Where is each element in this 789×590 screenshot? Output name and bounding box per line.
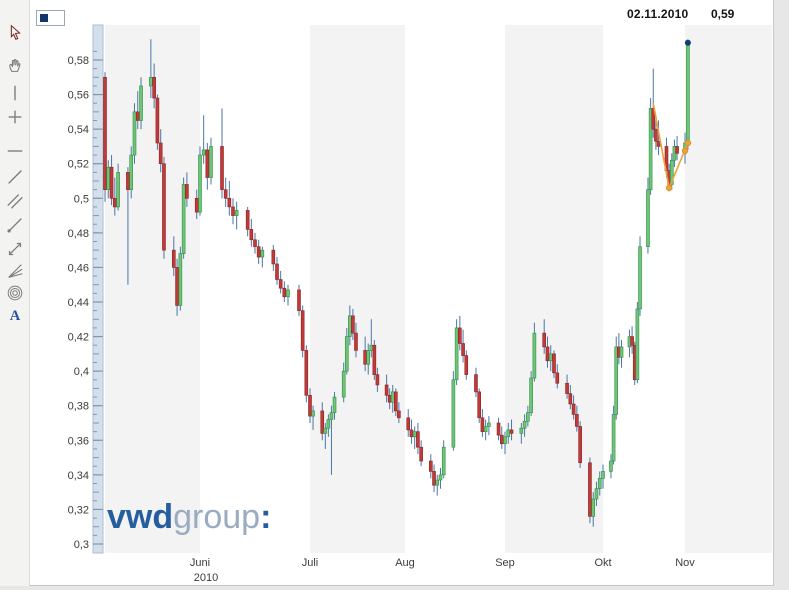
chart-panel: 0,58 0,56 0,54 0,52 0,5 0,48 0,46 0,44 0,42 0,4 0,…: [0, 0, 774, 586]
svg-text:0,44: 0,44: [68, 297, 89, 309]
svg-text:Okt: Okt: [594, 557, 611, 569]
month-bands: [105, 25, 772, 553]
text-tool-icon: A: [10, 308, 21, 324]
candlestick-series: [103, 39, 690, 527]
svg-text:0,58: 0,58: [68, 55, 89, 67]
y-axis-ruler: [92, 24, 104, 554]
pointer-icon: [10, 24, 21, 41]
x-axis-labels: Juni 2010 Juli Aug Sep Okt Nov: [190, 557, 695, 584]
text-tool-glyph: A: [10, 308, 21, 324]
svg-text:0,34: 0,34: [68, 470, 89, 482]
tool-ray-line-button[interactable]: [4, 214, 26, 236]
svg-text:2010: 2010: [194, 572, 218, 584]
vwd-group-watermark: vwdgroup:: [107, 498, 271, 536]
tool-vertical-line-button[interactable]: [4, 82, 26, 104]
svg-text:Juli: Juli: [302, 557, 319, 569]
fan-lines-icon: [8, 264, 23, 278]
y-axis-labels: 0,58 0,56 0,54 0,52 0,5 0,48 0,46 0,44 0,42 0,4 0,…: [68, 55, 103, 551]
price-chart-canvas[interactable]: 0,58 0,56 0,54 0,52 0,5 0,48 0,46 0,44 0,42 0,4 0,…: [0, 0, 774, 586]
last-price-marker: [684, 39, 691, 46]
expand-arrows-icon: [8, 242, 22, 256]
svg-text:0,42: 0,42: [68, 332, 89, 344]
hand-icon: [9, 59, 21, 72]
svg-text:0,38: 0,38: [68, 401, 89, 413]
tool-trend-line-button[interactable]: [4, 166, 26, 188]
last-date-label: 02.11.2010: [627, 7, 689, 21]
last-price-label: 0,59: [711, 7, 735, 21]
svg-text:0,56: 0,56: [68, 90, 89, 102]
series-legend-chip[interactable]: [36, 10, 65, 26]
arcs-icon: [7, 285, 23, 301]
parallel-lines-icon: [7, 194, 23, 209]
tool-parallel-lines-button[interactable]: [4, 190, 26, 212]
svg-text:vwdgroup:: vwdgroup:: [107, 498, 271, 536]
svg-text:0,4: 0,4: [74, 366, 89, 378]
ray-line-icon: [7, 218, 22, 233]
crosshair-icon: [8, 110, 22, 124]
tool-expand-arrows-button[interactable]: [4, 238, 26, 260]
svg-text:0,46: 0,46: [68, 262, 89, 274]
svg-text:Juni: Juni: [190, 557, 210, 569]
svg-text:0,3: 0,3: [74, 539, 89, 551]
trend-line-icon: [8, 170, 22, 184]
trend-line-drawing[interactable]: [652, 103, 692, 192]
series-color-swatch: [40, 14, 48, 22]
horizontal-line-icon: [7, 150, 23, 152]
svg-text:0,36: 0,36: [68, 435, 89, 447]
tool-pointer-button[interactable]: [4, 22, 26, 44]
svg-text:Nov: Nov: [675, 557, 695, 569]
svg-text:Aug: Aug: [395, 557, 415, 569]
vertical-line-icon: [14, 85, 16, 101]
drawing-toolbar: A: [0, 0, 30, 586]
tool-arcs-button[interactable]: [4, 282, 26, 304]
tool-text-button[interactable]: A: [4, 304, 26, 326]
svg-text:Sep: Sep: [495, 557, 515, 569]
tool-pan-hand-button[interactable]: [4, 54, 26, 76]
tool-fan-lines-button[interactable]: [4, 260, 26, 282]
svg-text:0,32: 0,32: [68, 504, 89, 516]
svg-text:0,48: 0,48: [68, 228, 89, 240]
svg-text:0,52: 0,52: [68, 159, 89, 171]
tool-crosshair-button[interactable]: [4, 106, 26, 128]
svg-text:0,5: 0,5: [74, 193, 89, 205]
svg-text:0,54: 0,54: [68, 124, 89, 136]
tool-horizontal-line-button[interactable]: [4, 140, 26, 162]
